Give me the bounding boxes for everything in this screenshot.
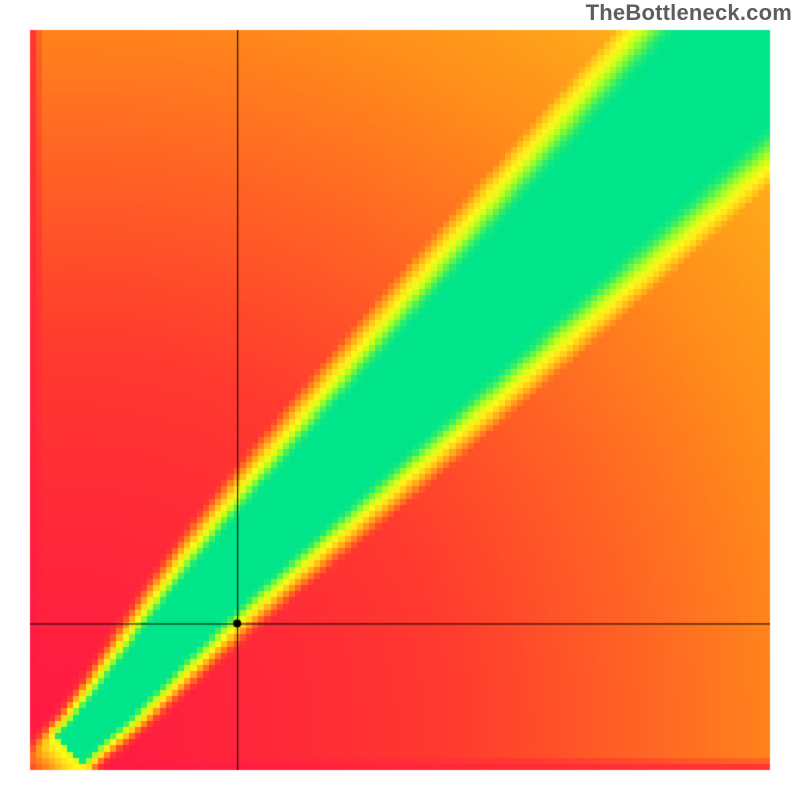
bottleneck-heatmap [0,0,800,800]
chart-container: TheBottleneck.com [0,0,800,800]
watermark-text: TheBottleneck.com [586,0,792,26]
